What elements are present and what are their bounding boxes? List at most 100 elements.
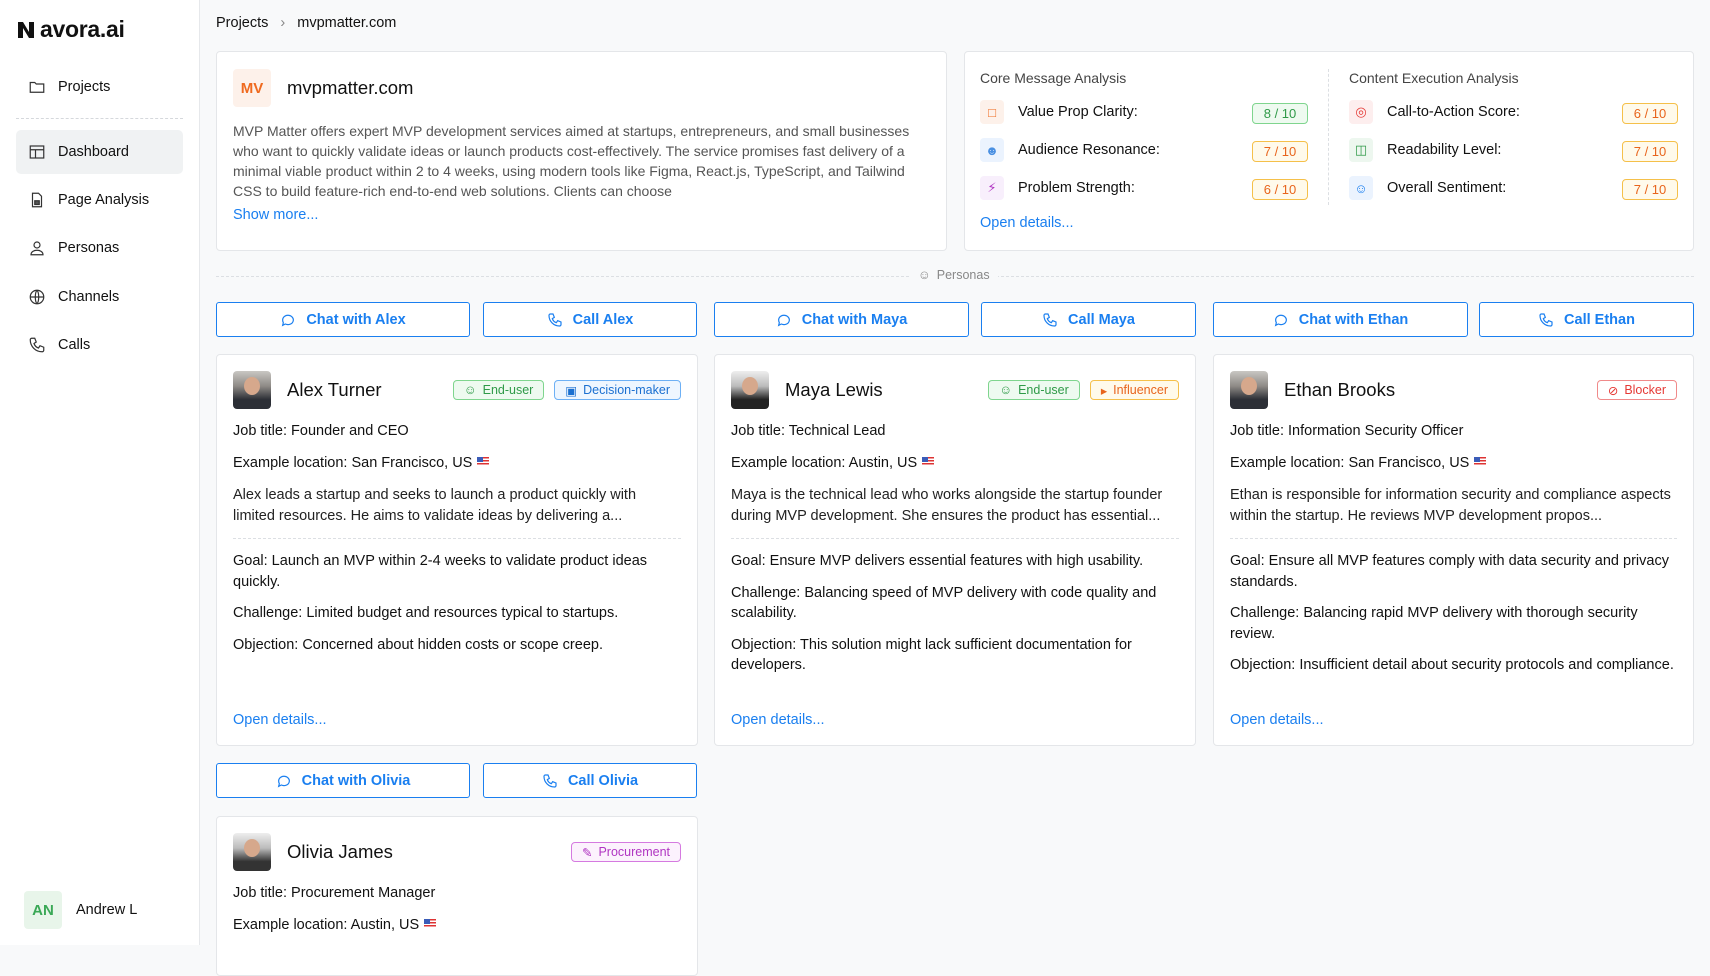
metric-sentiment: ☺ Overall Sentiment: (1349, 176, 1506, 200)
tag-blocker: ⊘ Blocker (1596, 380, 1677, 400)
persona-photo (233, 833, 271, 871)
sidebar-item-dashboard[interactable]: Dashboard (16, 130, 183, 174)
button-label: Call Alex (572, 311, 634, 328)
metric-value-prop: □ Value Prop Clarity: (980, 100, 1138, 124)
score-badge: 7 / 10 (1622, 141, 1678, 162)
call-button[interactable]: Call Ethan (1479, 302, 1694, 337)
sidebar-item-label: Dashboard (58, 144, 129, 160)
persona-goal: Goal: Ensure MVP delivers essential feat… (731, 553, 1144, 569)
divider (233, 538, 681, 539)
show-more-link[interactable]: Show more... (233, 207, 319, 223)
user-icon: ☺ (918, 268, 931, 282)
logo[interactable]: avora.ai (16, 16, 125, 43)
folder-icon (29, 81, 45, 93)
divider (16, 118, 183, 119)
lightning-icon: ⚡︎ (980, 176, 1004, 200)
call-button[interactable]: Call Olivia (483, 763, 697, 798)
users-icon: ☻ (980, 138, 1004, 162)
divider (1230, 538, 1677, 539)
tag-influencer: ▸ Influencer (1089, 380, 1179, 400)
persona-name: Ethan Brooks (1284, 379, 1396, 400)
breadcrumb: Projects › mvpmatter.com (216, 15, 396, 31)
user-icon: ☺ (999, 383, 1013, 397)
project-description: MVP Matter offers expert MVP development… (233, 123, 910, 199)
metric-audience: ☻ Audience Resonance: (980, 138, 1160, 162)
book-icon: ◫ (1349, 138, 1373, 162)
us-flag-icon (922, 457, 935, 466)
persona-card: Maya Lewis ☺ End-user ▸ Influencer Job tit… (714, 354, 1196, 746)
persona-open-details-link[interactable]: Open details... (1230, 712, 1324, 728)
tag-label: Procurement (598, 845, 670, 859)
persona-open-details-link[interactable]: Open details... (731, 712, 825, 728)
chat-icon (277, 775, 290, 787)
user-profile[interactable]: AN Andrew L (24, 891, 137, 929)
phone-icon (548, 312, 562, 327)
sidebar-item-calls[interactable]: Calls (16, 323, 183, 367)
persona-summary: Alex leads a startup and seeks to launch… (233, 487, 637, 524)
persona-objection: Objection: This solution might lack suff… (731, 636, 1132, 674)
persona-open-details-link[interactable]: Open details... (233, 712, 327, 728)
content-execution-title: Content Execution Analysis (1349, 70, 1519, 86)
button-label: Call Maya (1068, 311, 1135, 328)
score-badge: 6 / 10 (1622, 103, 1678, 124)
metric-label: Overall Sentiment: (1387, 180, 1507, 196)
persona-name: Maya Lewis (785, 379, 883, 400)
breadcrumb-projects[interactable]: Projects (216, 15, 269, 31)
chat-button[interactable]: Chat with Olivia (216, 763, 470, 798)
sidebar-item-label: Channels (58, 289, 120, 305)
avatar: AN (24, 891, 62, 929)
persona-goal: Goal: Ensure all MVP features comply wit… (1230, 553, 1669, 590)
metric-label: Audience Resonance: (1018, 142, 1160, 158)
logo-icon (18, 21, 34, 38)
call-button[interactable]: Call Alex (483, 302, 697, 337)
persona-objection: Objection: Insufficient detail about sec… (1230, 657, 1674, 673)
breadcrumb-current: mvpmatter.com (297, 15, 397, 31)
tag-label: Influencer (1113, 383, 1168, 397)
persona-job: Job title: Technical Lead (731, 423, 886, 439)
metric-readability: ◫ Readability Level: (1349, 138, 1501, 162)
score-badge: 7 / 10 (1252, 141, 1308, 162)
tag-label: End-user (482, 383, 534, 397)
persona-summary: Maya is the technical lead who works alo… (731, 487, 1163, 524)
briefcase-icon: ▣ (565, 383, 578, 398)
user-icon: ☺ (463, 383, 477, 397)
sidebar-item-label: Calls (58, 337, 91, 353)
persona-name: Olivia James (287, 841, 393, 862)
tag-decision-maker: ▣ Decision-maker (554, 380, 681, 400)
us-flag-icon (424, 919, 437, 928)
analysis-open-details-link[interactable]: Open details... (980, 215, 1074, 231)
sidebar-item-page-analysis[interactable]: Page Analysis (16, 178, 183, 222)
tag-label: Decision-maker (583, 383, 670, 397)
sidebar-item-label: Personas (58, 240, 120, 256)
button-label: Call Olivia (567, 772, 639, 789)
divider (1328, 69, 1329, 205)
analysis-card: Core Message Analysis Content Execution … (964, 51, 1694, 251)
tag-label: Blocker (1624, 383, 1666, 397)
pen-icon: ✎ (581, 845, 593, 860)
persona-location: Example location: Austin, US (233, 917, 420, 933)
persona-photo (1230, 371, 1268, 409)
smile-icon: ☺ (1349, 176, 1373, 200)
globe-icon (29, 289, 45, 305)
chat-button[interactable]: Chat with Alex (216, 302, 470, 337)
persona-card: Olivia James ✎ Procurement Job title: Pro… (216, 816, 698, 976)
persona-job: Job title: Information Security Officer (1230, 423, 1464, 439)
tag-end-user: ☺ End-user (452, 380, 545, 400)
personas-divider-label: Personas (936, 268, 990, 282)
project-avatar: MV (233, 69, 271, 107)
persona-challenge: Challenge: Limited budget and resources … (233, 605, 619, 621)
persona-location: Example location: Austin, US (731, 455, 918, 471)
persona-card: Alex Turner ☺ End-user ▣ Decision-maker Jo… (216, 354, 698, 746)
sidebar-item-channels[interactable]: Channels (16, 275, 183, 319)
persona-summary: Ethan is responsible for information sec… (1230, 487, 1671, 524)
sidebar-item-personas[interactable]: Personas (16, 226, 183, 270)
chat-button[interactable]: Chat with Maya (714, 302, 969, 337)
chat-button[interactable]: Chat with Ethan (1213, 302, 1468, 337)
chat-icon (1274, 314, 1287, 326)
persona-job: Job title: Procurement Manager (233, 885, 436, 901)
persona-challenge: Challenge: Balancing rapid MVP delivery … (1230, 605, 1638, 642)
sidebar-item-projects[interactable]: Projects (16, 65, 183, 109)
layout-icon (29, 145, 45, 159)
project-card: MV mvpmatter.com MVP Matter offers exper… (216, 51, 947, 251)
call-button[interactable]: Call Maya (981, 302, 1196, 337)
